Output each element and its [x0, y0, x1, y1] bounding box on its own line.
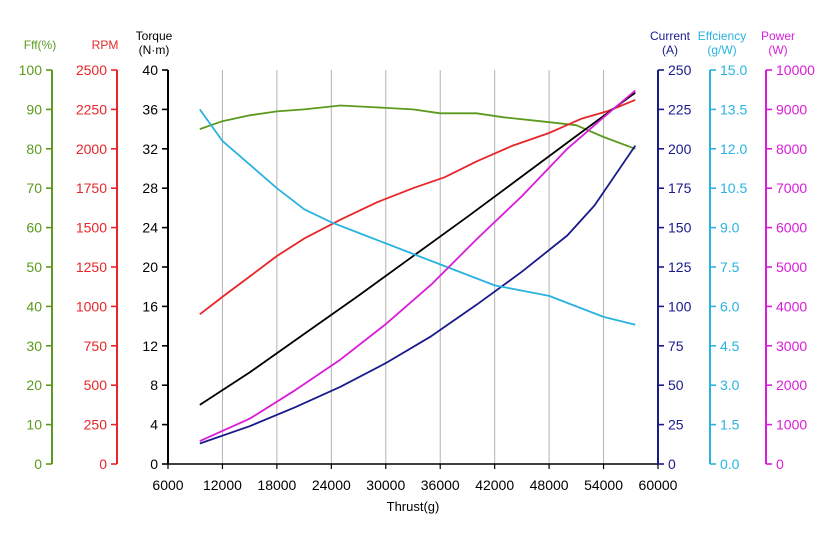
x-tick-label: 24000: [312, 477, 351, 493]
power-tick-label: 9000: [776, 101, 807, 117]
torque-tick-label: 4: [150, 417, 158, 433]
rpm-series-line: [199, 99, 636, 316]
eff_pct-tick-label: 0: [34, 456, 42, 472]
rpm-tick-label: 2250: [76, 101, 107, 117]
rpm-tick-label: 500: [84, 377, 108, 393]
torque-tick-label: 8: [150, 377, 158, 393]
rpm-tick-label: 750: [84, 338, 108, 354]
power-tick-label: 4000: [776, 298, 807, 314]
torque-tick-label: 12: [142, 338, 158, 354]
eff_pct-tick-label: 60: [26, 220, 42, 236]
power-series-line: [199, 89, 636, 442]
current-tick-label: 50: [668, 377, 684, 393]
current-tick-label: 250: [668, 62, 692, 78]
power-axis-title: (W): [768, 43, 787, 57]
rpm-tick-label: 250: [84, 417, 108, 433]
eff_pct-tick-label: 10: [26, 417, 42, 433]
power-tick-label: 0: [776, 456, 784, 472]
current-axis-title: Current: [650, 29, 691, 43]
rpm-tick-label: 1250: [76, 259, 107, 275]
x-axis-title: Thrust(g): [387, 499, 440, 514]
efficiency-tick-label: 4.5: [720, 338, 740, 354]
current-series-line: [199, 145, 637, 445]
rpm-tick-label: 0: [99, 456, 107, 472]
x-tick-label: 36000: [421, 477, 460, 493]
power-tick-label: 7000: [776, 180, 807, 196]
x-tick-label: 48000: [530, 477, 569, 493]
efficiency-tick-label: 12.0: [720, 141, 747, 157]
eff_pct-tick-label: 30: [26, 338, 42, 354]
power-tick-label: 5000: [776, 259, 807, 275]
current-tick-label: 200: [668, 141, 692, 157]
torque-tick-label: 24: [142, 220, 158, 236]
power-tick-label: 6000: [776, 220, 807, 236]
torque-axis-title: (N·m): [139, 43, 170, 57]
efficiency-tick-label: 10.5: [720, 180, 747, 196]
rpm-tick-label: 1750: [76, 180, 107, 196]
torque-tick-label: 20: [142, 259, 158, 275]
rpm-tick-label: 2500: [76, 62, 107, 78]
eff_pct-tick-label: 100: [19, 62, 43, 78]
x-tick-label: 18000: [257, 477, 296, 493]
current-tick-label: 175: [668, 180, 692, 196]
efficiency-tick-label: 1.5: [720, 417, 740, 433]
efficiency-tick-label: 0.0: [720, 456, 740, 472]
power-tick-label: 2000: [776, 377, 807, 393]
eff_pct-tick-label: 70: [26, 180, 42, 196]
torque-tick-label: 32: [142, 141, 158, 157]
power-tick-label: 8000: [776, 141, 807, 157]
current-tick-label: 0: [668, 456, 676, 472]
current-tick-label: 75: [668, 338, 684, 354]
eff_pct-tick-label: 90: [26, 101, 42, 117]
torque-series-line: [199, 91, 636, 406]
efficiency-tick-label: 15.0: [720, 62, 747, 78]
torque-axis-title: Torque: [136, 29, 173, 43]
power-axis-title: Power: [761, 29, 795, 43]
power-tick-label: 3000: [776, 338, 807, 354]
torque-tick-label: 0: [150, 456, 158, 472]
rpm-tick-label: 1500: [76, 220, 107, 236]
eff_pct-tick-label: 50: [26, 259, 42, 275]
torque-tick-label: 40: [142, 62, 158, 78]
torque-tick-label: 28: [142, 180, 158, 196]
x-tick-label: 6000: [152, 477, 183, 493]
current-tick-label: 100: [668, 298, 692, 314]
efficiency-axis-title: Effciency: [698, 29, 746, 43]
efficiency-tick-label: 6.0: [720, 298, 740, 314]
x-tick-label: 60000: [639, 477, 678, 493]
efficiency-series-line: [199, 108, 636, 326]
x-tick-label: 54000: [584, 477, 623, 493]
eff_pct-tick-label: 20: [26, 377, 42, 393]
current-axis-title: (A): [662, 43, 678, 57]
current-tick-label: 25: [668, 417, 684, 433]
x-tick-label: 42000: [475, 477, 514, 493]
current-tick-label: 125: [668, 259, 692, 275]
efficiency-tick-label: 13.5: [720, 101, 747, 117]
rpm-axis-title: RPM: [92, 38, 119, 52]
current-tick-label: 225: [668, 101, 692, 117]
current-tick-label: 150: [668, 220, 692, 236]
rpm-tick-label: 2000: [76, 141, 107, 157]
eff_pct-series-line: [199, 104, 636, 150]
x-tick-label: 30000: [366, 477, 405, 493]
efficiency-tick-label: 9.0: [720, 220, 740, 236]
eff_pct-tick-label: 80: [26, 141, 42, 157]
eff_pct-tick-label: 40: [26, 298, 42, 314]
eff_pct-axis-title: Fff(%): [24, 38, 56, 52]
power-tick-label: 1000: [776, 417, 807, 433]
torque-tick-label: 36: [142, 101, 158, 117]
efficiency-tick-label: 7.5: [720, 259, 740, 275]
torque-tick-label: 16: [142, 298, 158, 314]
rpm-tick-label: 1000: [76, 298, 107, 314]
efficiency-axis-title: (g/W): [707, 43, 736, 57]
efficiency-tick-label: 3.0: [720, 377, 740, 393]
x-tick-label: 12000: [203, 477, 242, 493]
power-tick-label: 10000: [776, 62, 815, 78]
